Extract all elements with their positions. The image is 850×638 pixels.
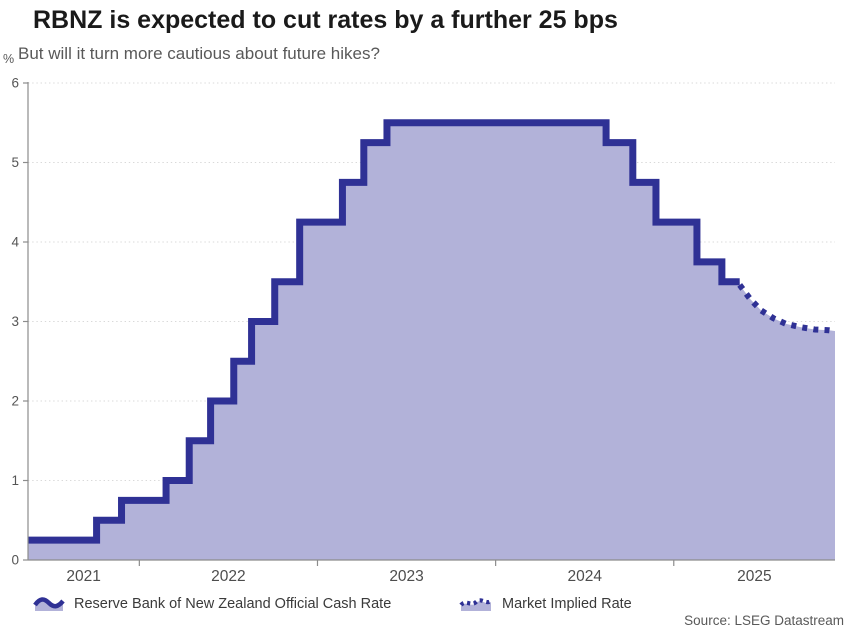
area-fill [28, 122, 835, 560]
svg-text:1: 1 [11, 473, 19, 488]
svg-text:4: 4 [11, 235, 19, 250]
y-axis-ticks: 0 1 2 3 4 5 6 [11, 76, 28, 568]
svg-text:5: 5 [11, 155, 19, 170]
x-axis-year-label: 2021 [66, 568, 100, 585]
source-attribution: Source: LSEG Datastream [684, 613, 844, 628]
x-axis-year-label: 2025 [737, 568, 771, 585]
legend-item-market-implied-rate: Market Implied Rate [459, 592, 632, 616]
chart-title: RBNZ is expected to cut rates by a furth… [33, 6, 618, 34]
x-axis-ticks: 2021 2022 2023 2024 2025 [66, 560, 772, 585]
y-axis-unit-label: % [3, 52, 15, 66]
series-market-implied-rate [737, 283, 836, 335]
x-axis-year-label: 2023 [389, 568, 423, 585]
legend-item-official-cash-rate: Reserve Bank of New Zealand Official Cas… [33, 592, 391, 616]
chart-subtitle: But will it turn more cautious about fut… [18, 44, 380, 63]
legend-label-market-implied-rate: Market Implied Rate [502, 596, 632, 612]
dotted-wave-swatch-icon [459, 598, 493, 611]
svg-text:2: 2 [11, 394, 19, 409]
x-axis-year-label: 2022 [211, 568, 245, 585]
solid-wave-swatch-icon [33, 597, 65, 611]
series-official-cash-rate [28, 119, 740, 544]
svg-text:6: 6 [11, 76, 19, 91]
legend: Reserve Bank of New Zealand Official Cas… [0, 592, 850, 616]
svg-text:0: 0 [11, 553, 19, 568]
x-axis-year-label: 2024 [567, 568, 602, 585]
legend-label-official-cash-rate: Reserve Bank of New Zealand Official Cas… [74, 596, 392, 612]
svg-text:3: 3 [11, 314, 19, 329]
